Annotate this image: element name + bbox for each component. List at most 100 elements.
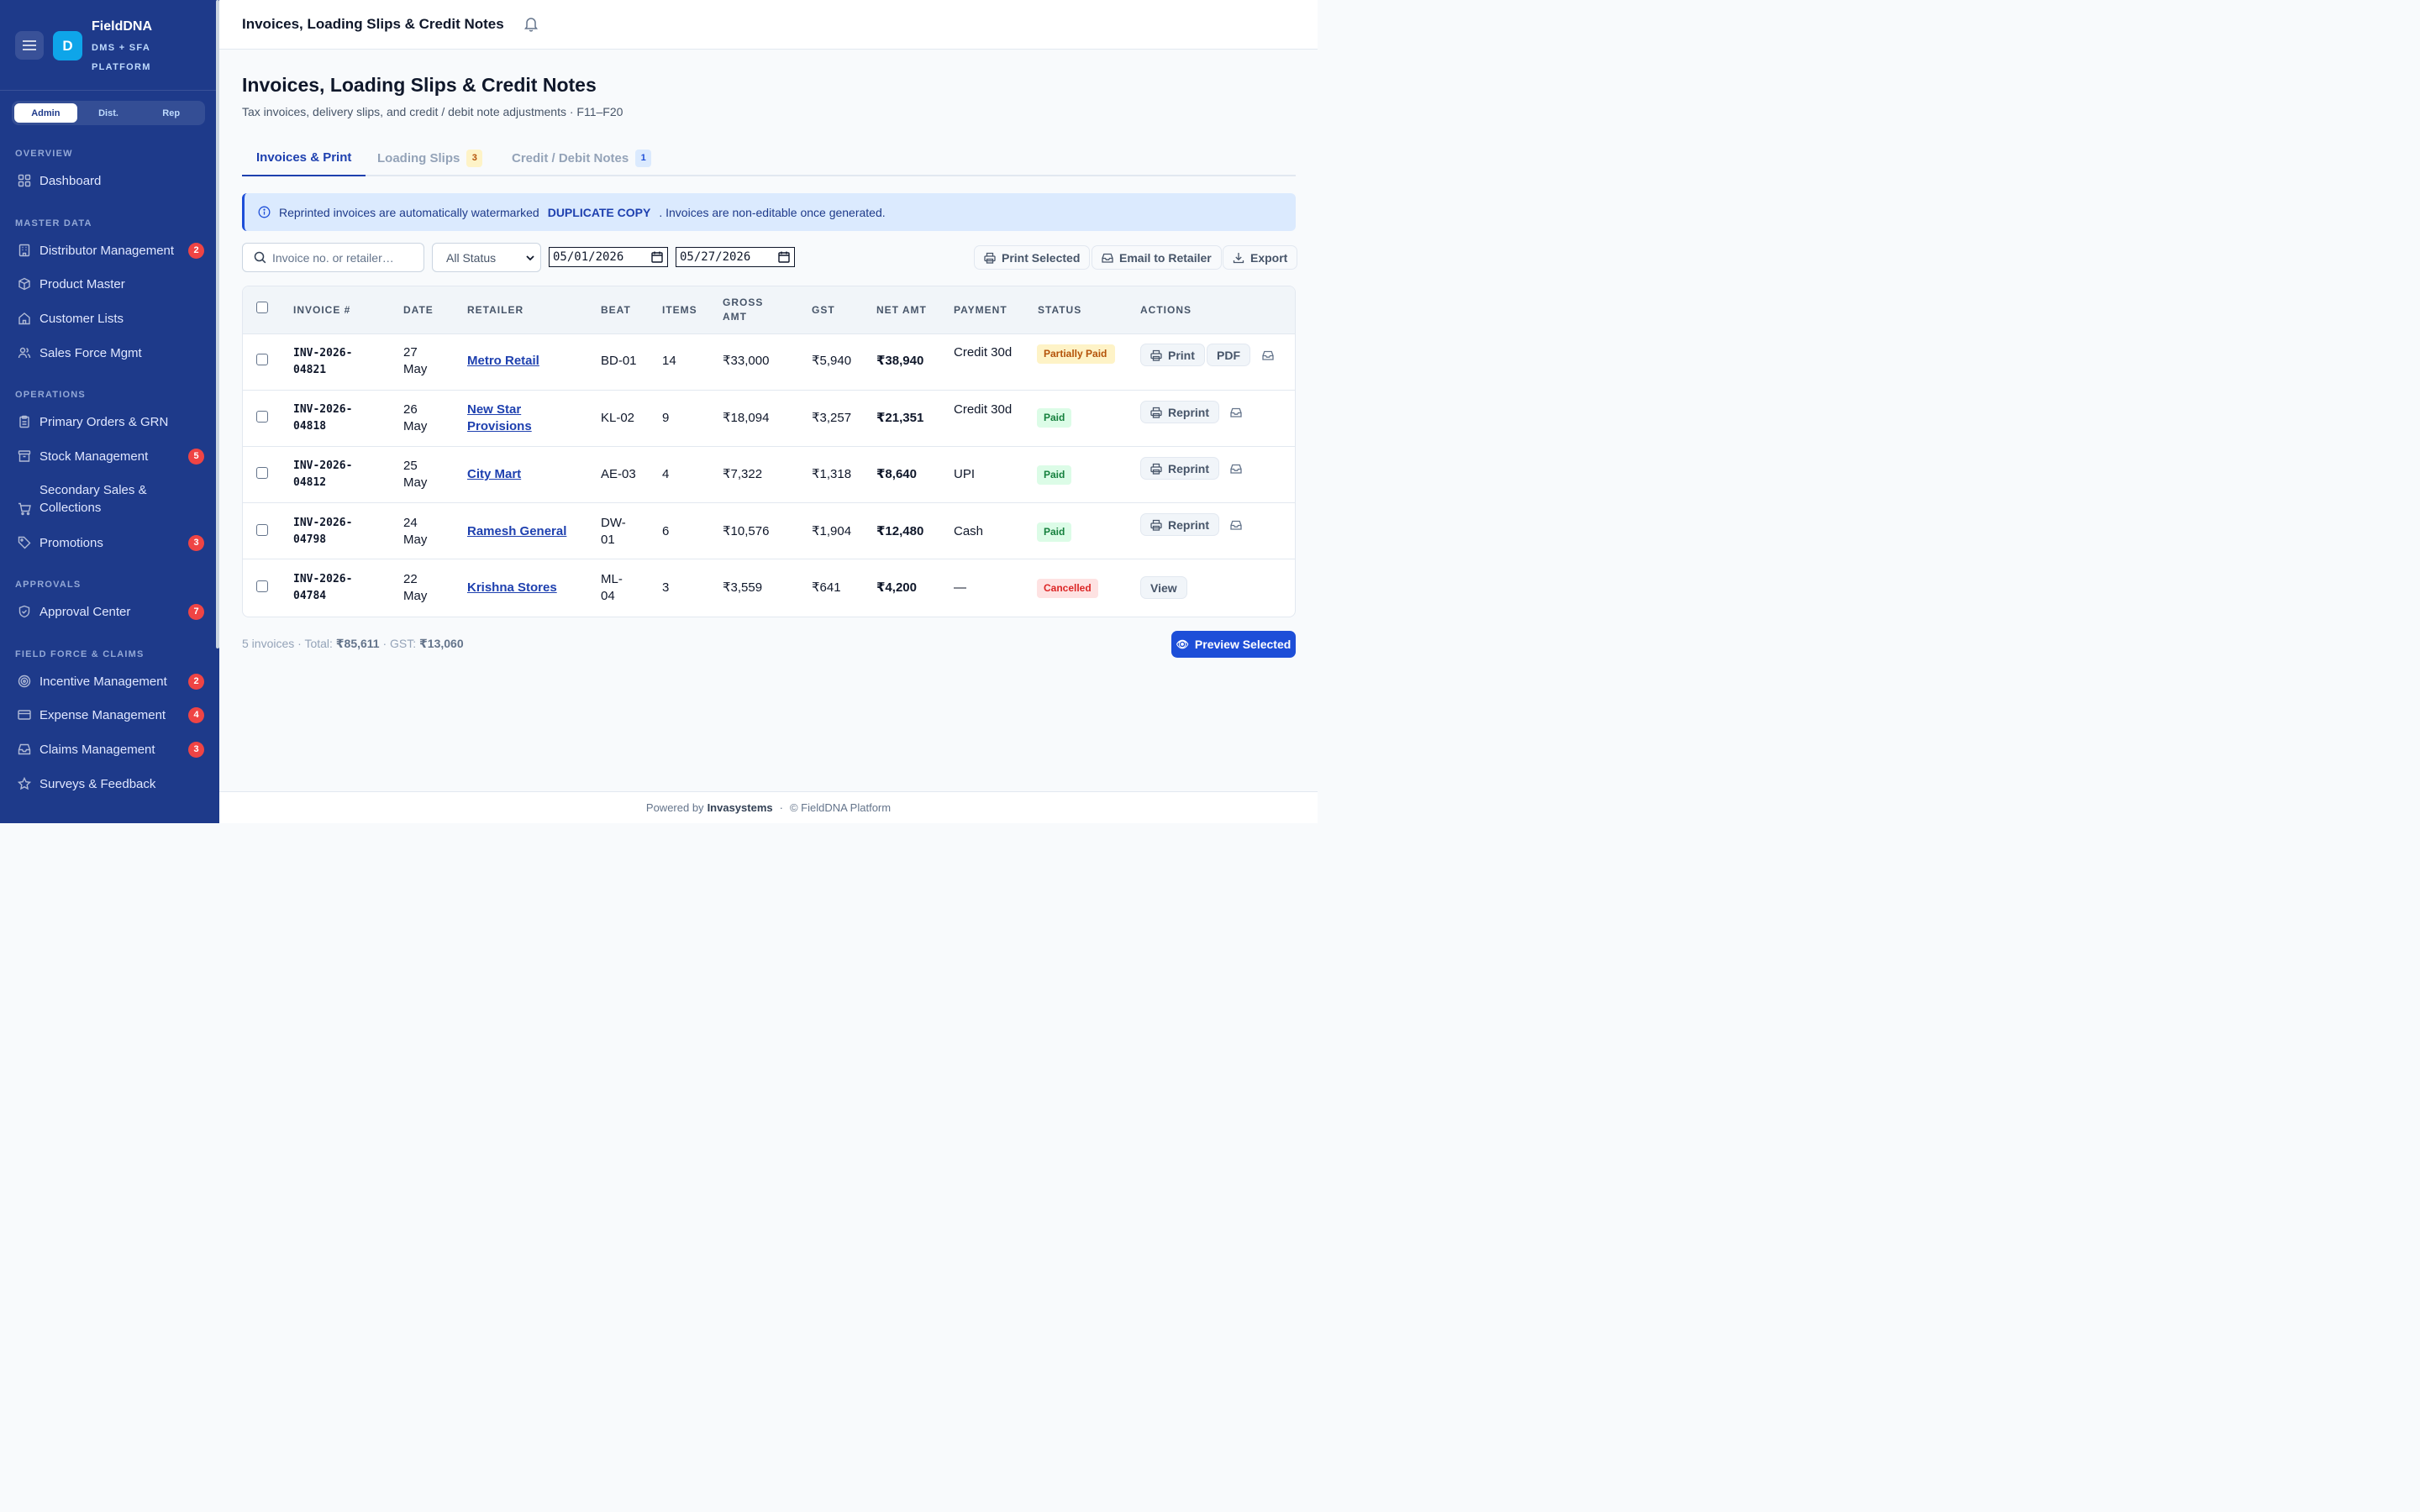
- sidebar-item-promotions[interactable]: Promotions 3: [15, 533, 204, 552]
- sidebar-item-distributor-management[interactable]: Distributor Management 2: [15, 241, 204, 260]
- users-icon: [15, 344, 34, 362]
- email-icon[interactable]: [1230, 464, 1242, 474]
- row-checkbox[interactable]: [256, 467, 268, 479]
- print-button[interactable]: Print: [1140, 344, 1205, 366]
- sidebar-item-product-master[interactable]: Product Master: [15, 275, 204, 293]
- row-checkbox[interactable]: [256, 580, 268, 592]
- sidebar-item-label: Approval Center: [39, 604, 131, 619]
- date-from-input[interactable]: 05/01/2026: [549, 247, 668, 267]
- info-alert: Reprinted invoices are automatically wat…: [242, 193, 1296, 231]
- col-items: ITEMS: [662, 304, 697, 316]
- table-row: INV-2026-04798 24 May Ramesh General DW-…: [243, 503, 1295, 559]
- date-to-input[interactable]: 05/27/2026: [676, 247, 795, 267]
- sidebar-item-customer-lists[interactable]: Customer Lists: [15, 309, 204, 328]
- sidebar-item-approval-center[interactable]: Approval Center 7: [15, 602, 204, 621]
- invoice-date: 24 May: [403, 516, 428, 547]
- status-select[interactable]: All Status: [432, 243, 541, 272]
- row-checkbox[interactable]: [256, 524, 268, 536]
- sidebar-item-claims-management[interactable]: Claims Management 3: [15, 740, 204, 759]
- col-beat: BEAT: [601, 304, 631, 316]
- col-gross: GROSS AMT: [723, 297, 764, 323]
- app-name: FieldDNA: [92, 19, 152, 34]
- count-badge: 2: [188, 242, 204, 259]
- invoice-number[interactable]: INV-2026-04812: [293, 459, 353, 489]
- sidebar-item-expense-management[interactable]: Expense Management 4: [15, 706, 204, 724]
- email-icon[interactable]: [1230, 407, 1242, 417]
- payment-terms: Credit 30d: [954, 402, 1013, 417]
- search-input[interactable]: [272, 250, 415, 265]
- sidebar-item-incentive-management[interactable]: Incentive Management 2: [15, 672, 204, 690]
- calendar-icon[interactable]: [651, 251, 663, 263]
- sidebar-item-surveys-feedback[interactable]: Surveys & Feedback: [15, 774, 204, 793]
- inbox-icon: [15, 740, 34, 759]
- beat: ML-04: [601, 572, 623, 603]
- email-retailer-button[interactable]: Email to Retailer: [1092, 245, 1222, 270]
- header-title: Invoices, Loading Slips & Credit Notes: [242, 16, 504, 32]
- reprint-button[interactable]: Reprint: [1140, 513, 1219, 536]
- export-button[interactable]: Export: [1223, 245, 1298, 270]
- preview-selected-button[interactable]: 👁 Preview Selected: [1171, 631, 1296, 658]
- retailer-link[interactable]: Metro Retail: [467, 354, 539, 368]
- retailer-link[interactable]: Krishna Stores: [467, 580, 557, 595]
- summary-gst-label: · GST:: [382, 637, 417, 650]
- clipboard-icon: [15, 412, 34, 431]
- invoice-number[interactable]: INV-2026-04784: [293, 573, 353, 602]
- select-all-checkbox[interactable]: [256, 302, 268, 313]
- tab-loading-slips[interactable]: Loading Slips 3: [377, 139, 483, 176]
- menu-toggle-button[interactable]: [15, 31, 44, 60]
- button-label: Print Selected: [1002, 250, 1081, 265]
- tab-invoices-print[interactable]: Invoices & Print: [242, 139, 366, 176]
- retailer-link[interactable]: New Star Provisions: [467, 402, 532, 433]
- summary-gst: ₹13,060: [419, 637, 464, 650]
- role-admin[interactable]: Admin: [14, 103, 77, 123]
- footer-copyright: © FieldDNA Platform: [789, 801, 892, 814]
- app-logo: D: [53, 31, 82, 60]
- sidebar-item-primary-orders[interactable]: Primary Orders & GRN: [15, 412, 204, 431]
- button-label: Reprint: [1168, 517, 1209, 532]
- button-label: Email to Retailer: [1119, 250, 1212, 265]
- sidebar-item-stock-management[interactable]: Stock Management 5: [15, 447, 204, 465]
- inbox-icon: [1102, 252, 1113, 264]
- invoice-number[interactable]: INV-2026-04798: [293, 517, 353, 546]
- reprint-button[interactable]: Reprint: [1140, 457, 1219, 480]
- invoice-number[interactable]: INV-2026-04821: [293, 347, 353, 376]
- building-icon: [15, 241, 34, 260]
- calendar-icon[interactable]: [778, 251, 790, 263]
- status-badge: Cancelled: [1037, 579, 1098, 598]
- table-header: INVOICE # DATE RETAILER BEAT ITEMS GROSS…: [243, 286, 1295, 334]
- sidebar-item-sales-force-mgmt[interactable]: Sales Force Mgmt: [15, 344, 204, 362]
- email-icon[interactable]: [1262, 350, 1274, 360]
- pdf-button[interactable]: PDF: [1207, 344, 1250, 366]
- tab-credit-debit-notes[interactable]: Credit / Debit Notes 1: [512, 139, 652, 176]
- invoices-table: INVOICE # DATE RETAILER BEAT ITEMS GROSS…: [242, 286, 1296, 617]
- button-label: Print: [1168, 348, 1195, 362]
- net-amount: ₹4,200: [876, 580, 917, 595]
- sidebar-item-label: Dashboard: [39, 173, 102, 188]
- invoice-date: 27 May: [403, 345, 428, 376]
- role-distributor[interactable]: Dist.: [98, 108, 118, 118]
- printer-icon: [1150, 407, 1162, 418]
- printer-icon: [1150, 349, 1162, 361]
- retailer-link[interactable]: City Mart: [467, 467, 522, 481]
- search-box[interactable]: [242, 243, 424, 272]
- sidebar-scrollbar[interactable]: [216, 0, 219, 648]
- sidebar-item-dashboard[interactable]: Dashboard: [15, 171, 204, 190]
- invoice-number[interactable]: INV-2026-04818: [293, 403, 353, 433]
- retailer-link[interactable]: Ramesh General: [467, 524, 567, 538]
- tab-bar: Invoices & Print Loading Slips 3 Credit …: [242, 139, 1296, 176]
- print-selected-button[interactable]: Print Selected: [974, 245, 1091, 270]
- sidebar-item-label: Primary Orders & GRN: [39, 414, 169, 429]
- button-label: Reprint: [1168, 405, 1209, 419]
- payment-terms: UPI: [954, 467, 976, 481]
- view-button[interactable]: View: [1140, 576, 1187, 599]
- role-rep[interactable]: Rep: [162, 108, 181, 118]
- row-checkbox[interactable]: [256, 411, 268, 423]
- bell-icon: [524, 18, 538, 32]
- email-icon[interactable]: [1230, 520, 1242, 530]
- sidebar-item-secondary-sales[interactable]: Secondary Sales & Collections: [15, 481, 204, 517]
- notifications-button[interactable]: [523, 16, 539, 36]
- row-checkbox[interactable]: [256, 354, 268, 365]
- beat: AE-03: [601, 467, 636, 481]
- eye-icon: 👁: [1176, 638, 1189, 650]
- reprint-button[interactable]: Reprint: [1140, 401, 1219, 423]
